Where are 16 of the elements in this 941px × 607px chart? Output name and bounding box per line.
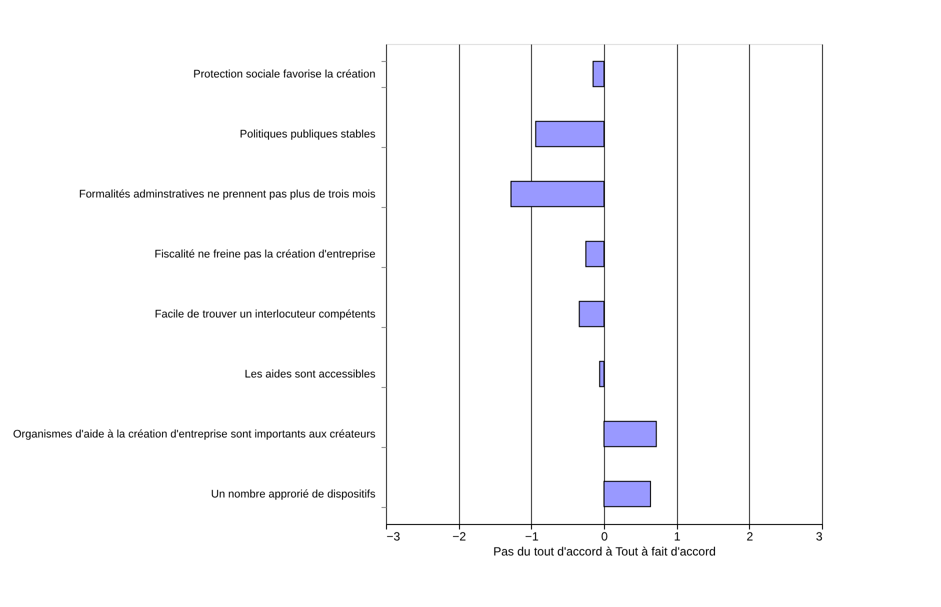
y-tick-label: Facile de trouver un interlocuteur compétents (154, 308, 376, 320)
x-tick-label: 1 (674, 530, 681, 544)
x-tick-label: −2 (452, 530, 466, 544)
x-tick-label: 0 (601, 530, 608, 544)
x-tick-label: 2 (746, 530, 754, 544)
x-tick-label: −1 (524, 530, 539, 544)
x-tick-label: 3 (816, 530, 823, 544)
y-tick-label: Un nombre approrié de dispositifs (211, 488, 376, 500)
y-tick-label: Politiques publiques stables (240, 128, 376, 140)
y-tick-label: Organismes d'aide à la création d'entreprise sont importants aux créateurs (13, 428, 376, 440)
y-tick-label: Les aides sont accessibles (244, 368, 376, 380)
y-tick-label: Protection sociale favorise la création (193, 68, 376, 80)
y-tick-label: Formalités adminstratives ne prennent pas plus de trois mois (78, 188, 376, 200)
x-tick-label: −3 (386, 530, 401, 544)
y-tick-label: Fiscalité ne freine pas la création d'entreprise (154, 248, 376, 260)
x-axis-title: Pas du tout d'accord à Tout à fait d'accord (493, 544, 716, 558)
